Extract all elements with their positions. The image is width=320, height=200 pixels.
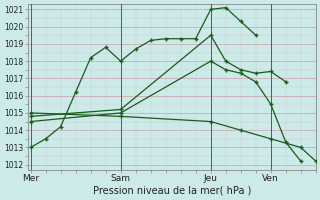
X-axis label: Pression niveau de la mer( hPa ): Pression niveau de la mer( hPa ) (92, 186, 251, 196)
